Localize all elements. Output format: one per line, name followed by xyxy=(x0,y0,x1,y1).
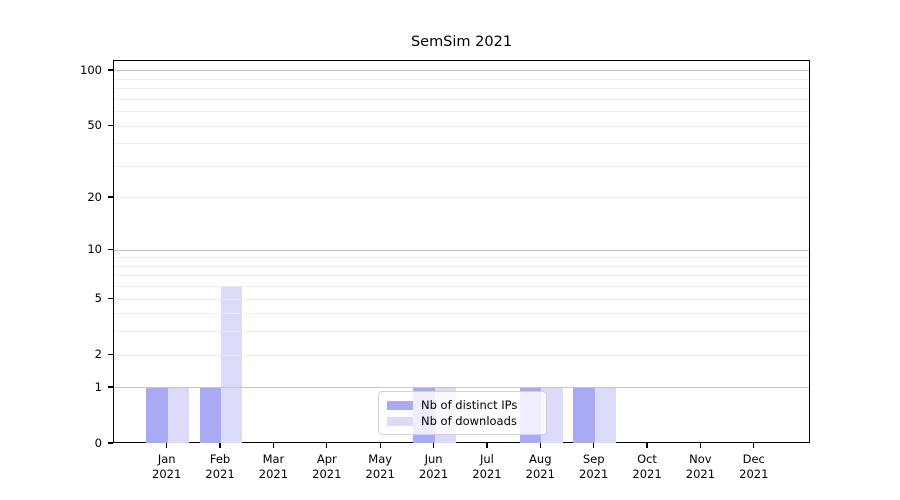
x-tick-year: 2021 xyxy=(418,466,449,481)
x-tick-month: Mar xyxy=(262,452,285,466)
x-tick-year: 2021 xyxy=(152,466,182,481)
legend-swatch xyxy=(387,400,413,410)
x-tick-month: Dec xyxy=(742,452,765,466)
gridline xyxy=(114,88,809,90)
x-tick-mark xyxy=(166,443,168,448)
gridline xyxy=(114,143,809,145)
y-tick-mark xyxy=(108,124,113,126)
bar-distinct-ips xyxy=(573,387,595,443)
y-tick-mark xyxy=(108,248,113,250)
x-tick-year: 2021 xyxy=(472,466,502,481)
legend-swatch xyxy=(387,416,413,426)
x-tick-label: Feb 2021 xyxy=(190,452,250,481)
x-tick-month: Jun xyxy=(424,452,443,466)
x-tick-label: Jul 2021 xyxy=(457,452,517,481)
y-tick-label: 10 xyxy=(87,242,102,257)
bar-distinct-ips xyxy=(199,387,222,443)
y-tick-mark xyxy=(108,353,113,355)
y-tick-label: 100 xyxy=(80,62,102,77)
x-tick-month: Aug xyxy=(529,452,552,466)
x-tick-year: 2021 xyxy=(205,466,235,481)
gridline xyxy=(114,78,809,80)
y-tick-label: 50 xyxy=(87,118,102,133)
x-tick-mark xyxy=(593,443,595,448)
x-tick-mark xyxy=(272,443,275,448)
x-tick-mark xyxy=(379,443,381,448)
gridline xyxy=(114,298,809,300)
y-tick-label: 2 xyxy=(94,347,102,362)
x-tick-label: Aug 2021 xyxy=(510,452,570,481)
gridline xyxy=(114,111,809,113)
gridline xyxy=(114,265,809,267)
gridline xyxy=(114,275,809,277)
x-tick-label: Nov 2021 xyxy=(670,452,730,481)
x-tick-year: 2021 xyxy=(365,466,395,481)
gridline xyxy=(114,286,809,288)
x-tick-month: Apr xyxy=(316,452,337,466)
gridline xyxy=(114,165,809,167)
x-tick-year: 2021 xyxy=(739,466,769,481)
bar-downloads xyxy=(167,387,190,443)
y-tick-mark xyxy=(108,297,113,299)
x-tick-year: 2021 xyxy=(312,466,342,481)
x-tick-mark xyxy=(219,443,221,448)
x-tick-label: Sep 2021 xyxy=(564,452,624,481)
x-tick-mark xyxy=(326,443,328,448)
legend-row: Nb of distinct IPs xyxy=(387,397,538,413)
chart-title: SemSim 2021 xyxy=(410,34,513,50)
gridline xyxy=(114,197,809,199)
x-tick-year: 2021 xyxy=(579,466,609,481)
x-tick-month: Nov xyxy=(689,452,712,466)
x-tick-month: Oct xyxy=(637,452,657,466)
gridline xyxy=(114,354,809,356)
legend: Nb of distinct IPs Nb of downloads xyxy=(378,391,547,435)
y-tick-label: 1 xyxy=(94,379,102,394)
gridline xyxy=(114,249,809,251)
x-tick-label: Jan 2021 xyxy=(137,452,197,481)
y-tick-mark xyxy=(108,386,113,388)
bar-downloads xyxy=(221,286,243,443)
x-tick-month: Feb xyxy=(209,452,231,466)
plot-area xyxy=(113,60,810,443)
x-tick-label: Jun 2021 xyxy=(404,452,464,481)
x-tick-label: Apr 2021 xyxy=(297,452,357,481)
gridline xyxy=(114,331,809,333)
x-tick-mark xyxy=(432,443,435,448)
x-tick-mark xyxy=(646,443,648,448)
x-tick-label: Oct 2021 xyxy=(617,452,677,481)
legend-label: Nb of distinct IPs xyxy=(421,398,518,412)
gridline xyxy=(114,125,809,127)
bar-downloads xyxy=(594,387,616,443)
x-tick-year: 2021 xyxy=(525,466,555,481)
x-tick-month: Jan xyxy=(157,452,176,466)
x-tick-month: Jul xyxy=(479,452,494,466)
x-tick-year: 2021 xyxy=(685,466,716,481)
x-tick-month: Sep xyxy=(582,452,605,466)
legend-label: Nb of downloads xyxy=(421,414,517,428)
gridline xyxy=(114,387,809,389)
legend-row: Nb of downloads xyxy=(387,413,538,429)
x-tick-mark xyxy=(539,443,541,448)
y-tick-mark xyxy=(108,196,113,198)
x-tick-year: 2021 xyxy=(258,466,289,481)
x-tick-label: Mar 2021 xyxy=(243,452,303,481)
x-tick-mark xyxy=(486,443,488,448)
y-tick-mark xyxy=(108,442,113,444)
x-tick-year: 2021 xyxy=(632,466,662,481)
gridline xyxy=(114,98,809,100)
gridline xyxy=(114,70,809,72)
x-tick-mark xyxy=(699,443,701,448)
x-tick-label: Dec 2021 xyxy=(724,452,784,481)
x-tick-mark xyxy=(753,443,755,448)
y-tick-mark xyxy=(108,69,113,71)
x-tick-month: May xyxy=(368,452,393,466)
y-tick-label: 20 xyxy=(87,189,102,204)
bar-distinct-ips xyxy=(146,387,168,443)
gridline xyxy=(114,257,809,259)
y-tick-label: 0 xyxy=(94,436,102,450)
gridline xyxy=(114,313,809,315)
y-tick-label: 5 xyxy=(94,291,102,306)
x-tick-label: May 2021 xyxy=(350,452,410,481)
